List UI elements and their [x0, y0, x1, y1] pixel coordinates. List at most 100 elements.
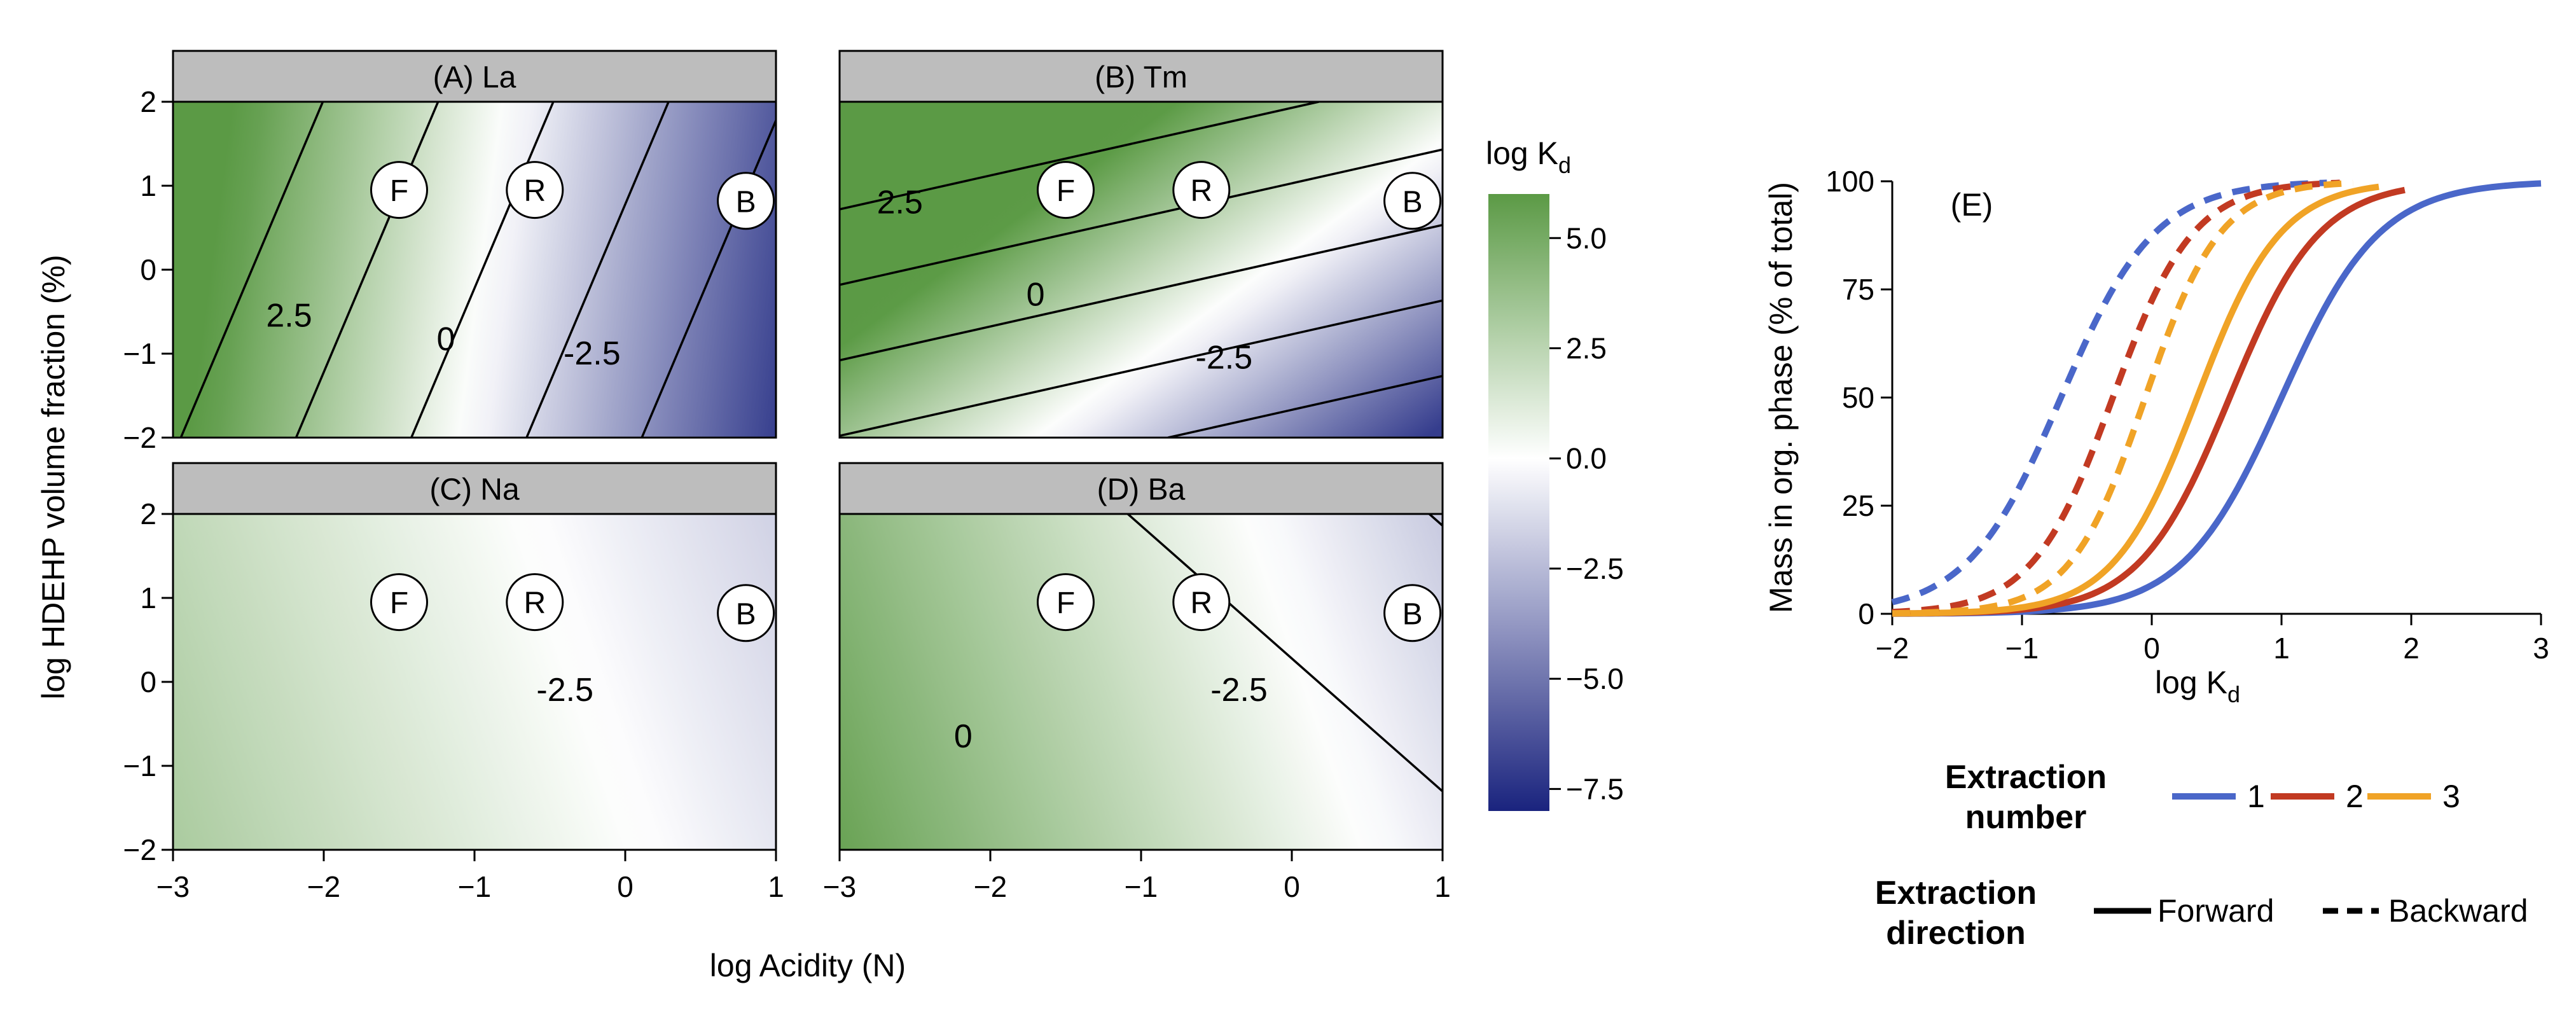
- line-x-tick-label: −2: [1876, 632, 1909, 665]
- line-x-tick-label: 0: [2143, 632, 2160, 665]
- contour-line: [179, 102, 324, 438]
- y-tick-label: −1: [123, 749, 156, 782]
- line-x-tick-label: 1: [2273, 632, 2290, 665]
- x-tick-label: 1: [1434, 870, 1451, 903]
- contour-label: -2.5: [564, 335, 621, 372]
- marker-circle: [1383, 172, 1442, 230]
- heatmap-panel-a: (A) La 2.5 0 -2.5 F R B: [172, 50, 777, 439]
- contour-label: -2.5: [536, 672, 593, 709]
- heatmap-panel-d: (D) Ba 0 -2.5 F R B: [838, 462, 1444, 851]
- contour-line: [1428, 514, 1443, 527]
- legend-number-label: 1: [2247, 779, 2265, 814]
- legend-number-title-2: number: [1965, 799, 2087, 836]
- marker-label: R: [523, 174, 546, 208]
- curve-backward-2: [1892, 179, 2341, 616]
- heatmap-panel-c: (C) Na -2.5 F R B: [172, 462, 777, 851]
- x-tick-label: −1: [1125, 870, 1158, 903]
- y-tick-label: 1: [140, 581, 156, 614]
- contour-label: -2.5: [1196, 340, 1253, 377]
- colorbar-tick-label: 5.0: [1566, 221, 1607, 254]
- curve-forward-3: [1892, 183, 2379, 617]
- line-x-tick-label: 3: [2533, 632, 2549, 665]
- panel-strip: [172, 50, 777, 103]
- x-tick-label: 0: [617, 870, 634, 903]
- marker-label: F: [1056, 174, 1075, 208]
- line-x-axis-title-sub: d: [2227, 681, 2240, 707]
- contour-label: -2.5: [1210, 672, 1268, 709]
- contour-label: 0: [1027, 277, 1045, 314]
- contour-line: [410, 102, 555, 438]
- marker-label: F: [390, 174, 408, 208]
- x-axis-title: log Acidity (N): [710, 948, 906, 983]
- marker-circle: [1172, 161, 1231, 219]
- legend-number-label: 2: [2346, 779, 2364, 814]
- contour-label: 0: [437, 321, 455, 358]
- contour-line: [840, 148, 1443, 286]
- line-chart: 0 25 50 75 100 −2 −1 0 1 2 3 log Kd Mass in org. pha…: [1763, 165, 2549, 707]
- contour-line: [294, 102, 440, 438]
- line-y-tick-label: 0: [1858, 597, 1874, 630]
- marker-label: B: [736, 597, 756, 631]
- contour-line: [1126, 514, 1443, 793]
- contour-label: 2.5: [877, 184, 923, 221]
- line-y-tick-label: 25: [1842, 489, 1874, 522]
- marker-circle: [1172, 573, 1231, 632]
- y-tick-label: −2: [123, 421, 156, 454]
- x-tick-label: −3: [823, 870, 856, 903]
- panel-strip: [838, 50, 1444, 103]
- line-y-tick-label: 50: [1842, 381, 1874, 414]
- marker-label: B: [1402, 597, 1423, 631]
- curve-backward-3: [1892, 179, 2353, 617]
- x-tick-label: −2: [307, 870, 340, 903]
- y-tick-label: 0: [140, 665, 156, 698]
- line-x-tick-label: −1: [2005, 632, 2039, 665]
- line-x-axis-title-main: log K: [2155, 665, 2227, 700]
- heatmap-panel-b: (B) Tm 2.5 0 -2.5 F R B: [838, 50, 1444, 439]
- x-tick-label: 1: [768, 870, 784, 903]
- marker-circle: [717, 172, 775, 230]
- contour-line: [840, 299, 1443, 437]
- y-tick-label: −1: [123, 337, 156, 370]
- x-tick-label: −1: [458, 870, 491, 903]
- colorbar-tick-label: 0.0: [1566, 442, 1607, 475]
- y-tick-label: 1: [140, 169, 156, 202]
- contour-line: [840, 102, 1319, 211]
- heatmap-panels: (A) La2.50 -2.5F R B(B) Tm2.50-2.5F R B(C) Na…: [172, 50, 1444, 851]
- panel-strip: [838, 462, 1444, 515]
- line-y-tick-label: 100: [1825, 165, 1874, 198]
- x-tick-label: −2: [974, 870, 1007, 903]
- marker-circle: [506, 573, 564, 632]
- x-tick-label: 0: [1284, 870, 1300, 903]
- y-tick-label: 0: [140, 253, 156, 286]
- marker-label: F: [1056, 586, 1075, 620]
- colorbar-title-sub: d: [1558, 152, 1571, 178]
- legend-direction-title-1: Extraction: [1875, 875, 2037, 911]
- colorbar-tick-label: −5.0: [1566, 662, 1624, 695]
- colorbar-tick-label: −2.5: [1566, 552, 1624, 585]
- contour-lines: [840, 102, 1443, 438]
- legend-forward-label: Forward: [2157, 893, 2274, 929]
- contour-line: [840, 224, 1443, 362]
- panel-field: [173, 514, 776, 850]
- marker-label: B: [1402, 185, 1423, 219]
- marker-circle: [370, 161, 428, 219]
- curve-forward-2: [1892, 186, 2406, 617]
- line-x-axis-title: log Kd: [2155, 665, 2240, 707]
- marker-circle: [1383, 584, 1442, 642]
- colorbar: 5.0 2.5 0.0 −2.5 −5.0 −7.5 log Kd: [1486, 135, 1624, 811]
- marker-circle: [717, 584, 775, 642]
- colorbar-tick-label: −7.5: [1566, 772, 1624, 805]
- line-panel-label: (E): [1951, 187, 1993, 223]
- marker-label: R: [1190, 174, 1212, 208]
- marker-label: F: [390, 586, 408, 620]
- marker-circle: [1037, 573, 1095, 632]
- line-x-tick-label: 2: [2403, 632, 2420, 665]
- colorbar-title-main: log K: [1486, 135, 1558, 171]
- legend-number-label: 3: [2442, 779, 2460, 814]
- colorbar-bar: [1488, 194, 1549, 811]
- line-y-axis-title: Mass in org. phase (% of total): [1763, 182, 1799, 613]
- curve-backward-1: [1891, 179, 2327, 606]
- curve-forward-1: [1892, 180, 2542, 617]
